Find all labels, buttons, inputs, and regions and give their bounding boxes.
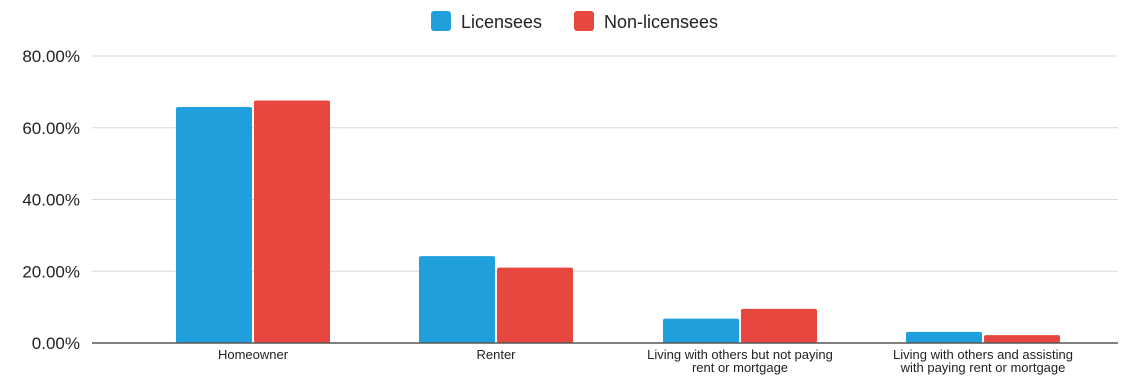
x-category-label-line: with paying rent or mortgage xyxy=(900,360,1066,375)
bar-non-licensees xyxy=(741,308,817,343)
x-category-label-line: Living with others but not paying xyxy=(647,347,833,362)
bar-non-licensees xyxy=(497,267,573,343)
bar-non-licensees xyxy=(254,100,330,343)
x-category-label: Living with others but not paying rent or… xyxy=(647,347,833,375)
y-tick-label: 60.00% xyxy=(22,119,80,138)
bar-licensees xyxy=(906,331,982,343)
bar-licensees xyxy=(419,256,495,343)
legend-item: Non-licensees xyxy=(574,11,718,32)
x-category-label-line: Living with others and assisting xyxy=(893,347,1073,362)
x-category-label-line: rent or mortgage xyxy=(692,360,788,375)
legend-swatch xyxy=(431,11,451,31)
x-axis-categories: Homeowner Renter Living with others but no… xyxy=(218,347,1073,375)
x-category-label-line: Homeowner xyxy=(218,347,289,362)
legend-label: Licensees xyxy=(461,12,542,32)
x-category-label-line: Renter xyxy=(476,347,516,362)
bar-licensees xyxy=(663,318,739,343)
legend: Licensees Non-licensees xyxy=(431,11,718,32)
y-tick-label: 40.00% xyxy=(22,191,80,210)
y-axis-ticks: 0.00% 20.00% 40.00% 60.00% 80.00% xyxy=(22,47,80,353)
y-tick-label: 20.00% xyxy=(22,262,80,281)
bar-licensees xyxy=(176,106,252,343)
legend-item: Licensees xyxy=(431,11,542,32)
y-tick-label: 0.00% xyxy=(32,334,80,353)
x-category-label: Living with others and assisting with pay… xyxy=(893,347,1073,375)
x-category-label: Homeowner xyxy=(218,347,289,362)
x-category-label: Renter xyxy=(476,347,516,362)
bar-non-licensees xyxy=(984,335,1060,343)
legend-label: Non-licensees xyxy=(604,12,718,32)
legend-swatch xyxy=(574,11,594,31)
bars xyxy=(176,100,1060,343)
y-tick-label: 80.00% xyxy=(22,47,80,66)
